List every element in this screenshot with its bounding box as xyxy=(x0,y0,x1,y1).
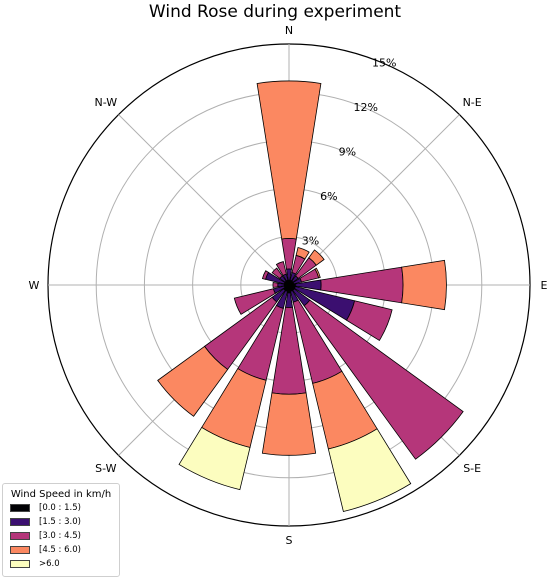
bar-S-series-3 xyxy=(261,392,317,456)
direction-label-NW: N-W xyxy=(95,96,118,109)
legend-item: >6.0 xyxy=(10,557,119,571)
legend-label: [0.0 : 1.5) xyxy=(39,503,81,513)
bar-E-series-3 xyxy=(401,259,447,311)
bar-SE-series-2 xyxy=(303,299,464,460)
bar-SW-series-3 xyxy=(157,345,229,417)
bar-NE-series-3 xyxy=(308,249,325,266)
grid-spoke xyxy=(118,114,290,286)
bar-NW-series-2 xyxy=(271,267,283,279)
radial-tick-label: 9% xyxy=(339,145,356,158)
radial-tick-label: 6% xyxy=(320,190,337,203)
legend-item: [0.0 : 1.5) xyxy=(10,501,119,515)
direction-label-S: S xyxy=(286,534,293,547)
legend-item: [4.5 : 6.0) xyxy=(10,543,119,557)
legend-swatch xyxy=(10,546,30,554)
legend-label: >6.0 xyxy=(39,559,60,569)
labels: N N-E E S-E S S-W W N-W 3% 6% 9% 12% 15% xyxy=(29,24,548,547)
bar-ENE-series-3 xyxy=(314,267,321,279)
legend-label: [4.5 : 6.0) xyxy=(39,545,81,555)
direction-label-NE: N-E xyxy=(463,96,482,109)
legend-item: [3.0 : 4.5) xyxy=(10,529,119,543)
bar-SSE-series-4 xyxy=(327,428,412,513)
legend-swatch xyxy=(10,518,30,526)
radial-tick-label: 12% xyxy=(354,101,378,114)
legend-swatch xyxy=(10,560,30,568)
bars xyxy=(157,80,464,513)
chart-title: Wind Rose during experiment xyxy=(148,2,402,22)
radial-tick-label: 15% xyxy=(372,56,396,69)
bar-N-series-3 xyxy=(256,80,322,240)
legend-title: Wind Speed in km/h xyxy=(10,489,112,500)
direction-label-N: N xyxy=(285,24,293,37)
legend-label: [3.0 : 4.5) xyxy=(39,531,81,541)
bar-WSW-series-2 xyxy=(233,288,276,315)
bar-SSW-series-4 xyxy=(178,426,251,491)
bar-WNW-series-2 xyxy=(261,270,270,280)
legend-swatch xyxy=(10,504,30,512)
legend-item: [1.5 : 3.0) xyxy=(10,515,119,529)
bar-ESE-series-2 xyxy=(345,300,393,341)
legend-swatch xyxy=(10,532,30,540)
direction-label-E: E xyxy=(541,279,548,292)
radial-tick-label: 3% xyxy=(302,234,319,247)
direction-label-SE: S-E xyxy=(463,462,481,475)
direction-label-SW: S-W xyxy=(95,462,117,475)
bar-W-series-2 xyxy=(272,282,279,288)
direction-label-W: W xyxy=(29,279,40,292)
legend-label: [1.5 : 3.0) xyxy=(39,517,81,527)
bar-NNW-series-2 xyxy=(275,261,287,276)
bar-NNE-series-3 xyxy=(295,247,310,260)
legend: Wind Speed in km/h [0.0 : 1.5) [1.5 : 3.0… xyxy=(2,483,120,577)
